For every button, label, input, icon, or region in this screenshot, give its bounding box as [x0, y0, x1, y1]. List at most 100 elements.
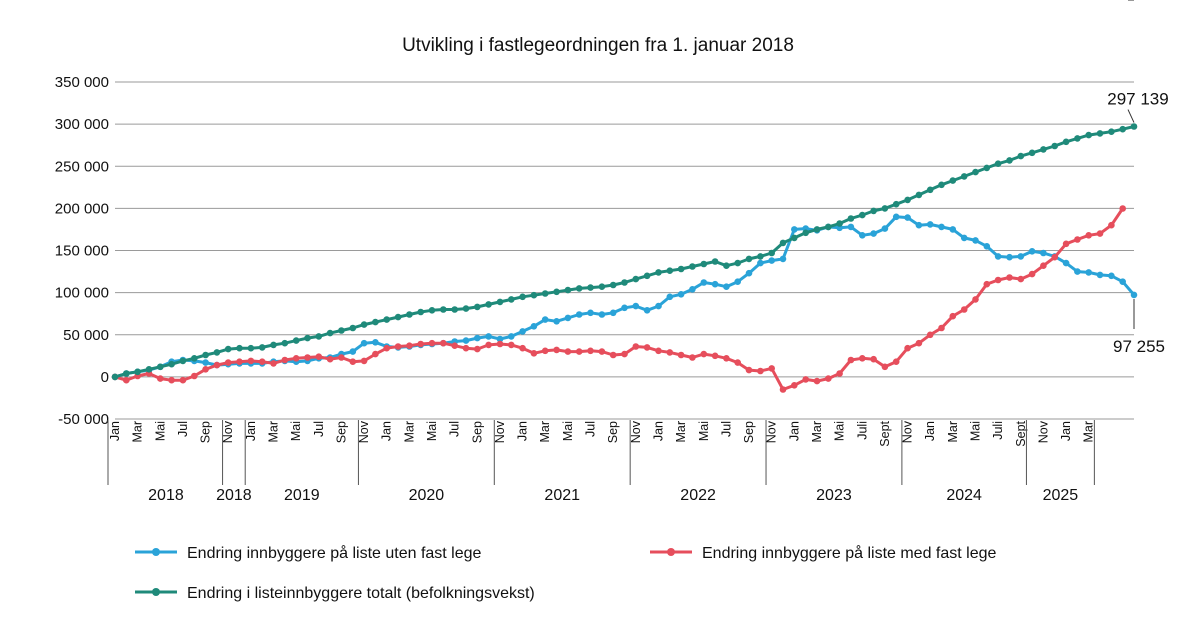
series-point: [1085, 269, 1092, 276]
series-point: [168, 376, 175, 384]
series-point: [1028, 248, 1036, 255]
x-tick-label: Jul: [719, 421, 733, 437]
series-point: [621, 304, 628, 312]
series-point: [496, 335, 504, 343]
x-tick-label: Jan: [787, 421, 801, 441]
series-point: [587, 309, 594, 317]
series-point: [938, 223, 945, 231]
x-tick-label: Nov: [901, 420, 915, 443]
series-point: [723, 283, 730, 291]
series-point: [474, 303, 481, 311]
x-axis: Jan Mar Mai Jul Sep Nov Jan Mar Mai Jul Sep Nov Jan M…: [107, 420, 1096, 504]
series-point: [530, 291, 538, 299]
series-point: [326, 355, 334, 363]
series-point: [236, 358, 243, 366]
series-point: [462, 337, 470, 344]
series-point: [258, 344, 266, 351]
series-point: [949, 177, 957, 184]
series-point: [451, 342, 459, 350]
series-point: [632, 343, 640, 350]
series-point: [519, 293, 526, 301]
series-point: [575, 285, 583, 292]
year-label: 2021: [544, 487, 580, 504]
x-tick-label: Mar: [1082, 421, 1096, 443]
series-point: [813, 226, 821, 233]
series-point: [825, 223, 832, 231]
series-point: [1017, 275, 1025, 283]
series-point: [575, 311, 583, 318]
series-point: [168, 360, 175, 368]
series-point: [564, 314, 572, 322]
x-tick-label: Mar: [946, 421, 960, 443]
series-point: [508, 333, 515, 340]
series-point: [994, 276, 1002, 284]
x-tick-label: Sep: [606, 421, 620, 443]
x-tick-label: Jul: [448, 421, 462, 437]
y-tick-label: 50 000: [63, 327, 109, 344]
y-tick-label: 150 000: [55, 243, 109, 260]
series-point: [1119, 205, 1126, 212]
series-point: [779, 255, 787, 263]
series-point: [1085, 131, 1092, 139]
series-point: [689, 263, 696, 270]
series-point: [609, 309, 617, 317]
x-tick-label: Jan: [108, 421, 122, 441]
series-point: [485, 301, 492, 308]
series-point: [859, 211, 866, 219]
series-point: [179, 376, 187, 384]
series-point: [825, 375, 832, 382]
series-point: [632, 275, 640, 283]
series-point: [372, 318, 379, 326]
series-point: [768, 249, 775, 257]
x-tick-label: Jan: [516, 421, 530, 441]
series-point: [462, 344, 470, 352]
x-tick-label: Sep: [470, 421, 484, 443]
series-point: [757, 259, 764, 267]
year-label: 2020: [409, 487, 445, 504]
series-point: [677, 265, 685, 273]
series-point: [632, 302, 640, 310]
series-point: [677, 291, 685, 298]
series-point: [496, 340, 504, 348]
series-point: [870, 207, 877, 215]
series-point: [1062, 138, 1070, 146]
series-point: [519, 328, 526, 335]
series-point: [564, 348, 572, 355]
series-point: [983, 243, 991, 250]
series-point: [1108, 272, 1115, 280]
series-line: [114, 207, 1124, 391]
series-point: [575, 348, 583, 355]
series-point: [123, 370, 130, 377]
series-point: [451, 306, 459, 313]
series-point: [779, 239, 787, 247]
series-point: [960, 306, 968, 313]
year-label: 2018: [148, 487, 184, 504]
series-point: [655, 302, 662, 310]
series-point: [564, 286, 572, 294]
series-point: [983, 164, 991, 172]
series-point: [111, 373, 119, 381]
series-point: [621, 350, 628, 358]
series-point: [994, 253, 1002, 260]
series-point: [892, 200, 900, 208]
series-point: [349, 358, 357, 366]
x-tick-label: Jan: [380, 421, 394, 441]
series-point: [598, 311, 606, 318]
legend-swatch-marker: [667, 548, 675, 556]
series-point: [123, 376, 130, 384]
series-point: [700, 350, 708, 358]
x-tick-label: Sept: [1014, 420, 1028, 446]
series-point: [281, 356, 289, 364]
series-point: [1028, 149, 1036, 157]
series-point: [847, 356, 855, 364]
series-point: [270, 360, 277, 367]
series-point: [1040, 249, 1047, 257]
series-point: [757, 253, 764, 260]
series-point: [349, 324, 357, 332]
series-point: [519, 344, 526, 352]
series-point: [791, 234, 798, 242]
series-point: [1108, 128, 1115, 135]
series-point: [859, 355, 866, 362]
series-point: [904, 196, 911, 204]
